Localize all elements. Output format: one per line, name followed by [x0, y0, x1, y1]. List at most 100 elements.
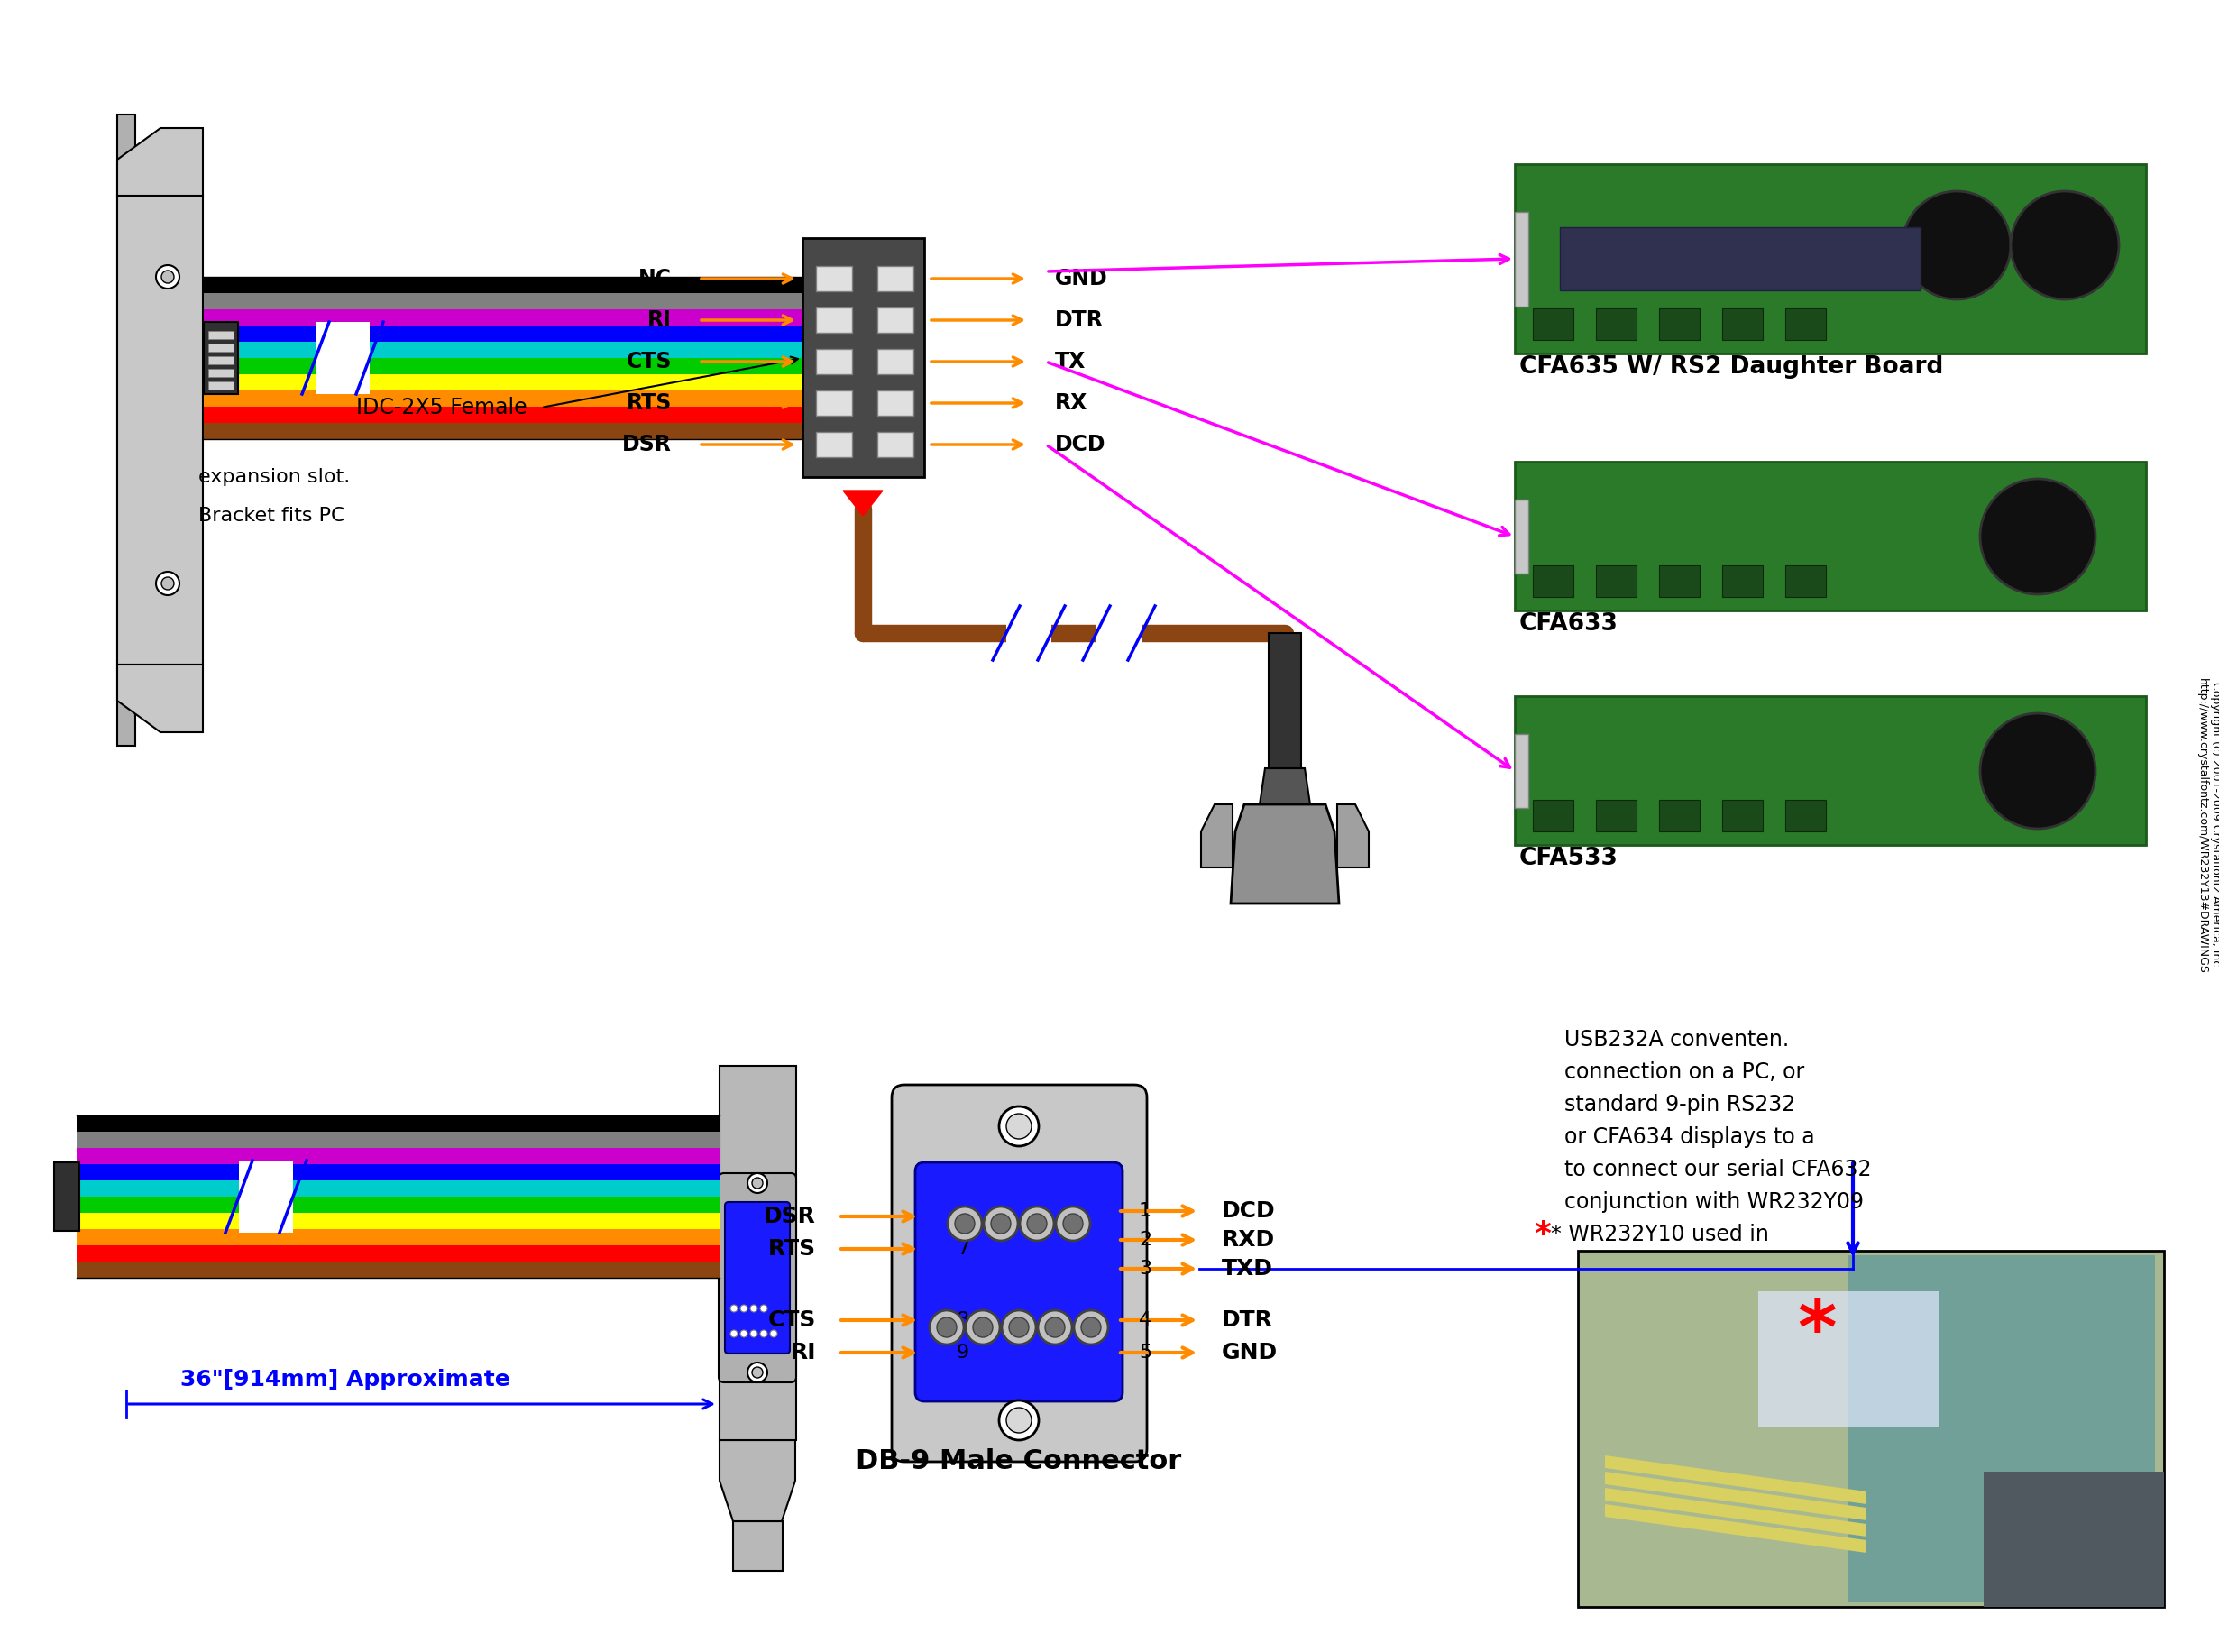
- Polygon shape: [843, 491, 883, 515]
- Text: RTS: RTS: [768, 1237, 817, 1260]
- Circle shape: [1979, 714, 2095, 829]
- Bar: [78, 1229, 719, 1246]
- Bar: [1516, 695, 2146, 844]
- Circle shape: [761, 1305, 768, 1312]
- Circle shape: [155, 572, 180, 595]
- Text: DB-9 Male Connector: DB-9 Male Connector: [857, 1449, 1183, 1474]
- Text: GND: GND: [1223, 1341, 1278, 1363]
- Bar: [1786, 800, 1826, 831]
- Text: NC: NC: [639, 268, 672, 289]
- Circle shape: [752, 1368, 763, 1378]
- Bar: [78, 1181, 719, 1196]
- Bar: [204, 358, 803, 375]
- Bar: [817, 349, 852, 375]
- Text: CFA635 W/ RS2 Daughter Board: CFA635 W/ RS2 Daughter Board: [1520, 355, 1944, 378]
- Bar: [204, 292, 803, 309]
- Text: DSR: DSR: [621, 434, 672, 456]
- Bar: [204, 342, 803, 358]
- Bar: [78, 1246, 719, 1262]
- Bar: [1516, 211, 1529, 307]
- Bar: [1786, 565, 1826, 596]
- Circle shape: [983, 1206, 1019, 1241]
- Bar: [1533, 565, 1573, 596]
- Text: CTS: CTS: [626, 350, 672, 372]
- Text: 7: 7: [956, 1241, 970, 1257]
- Bar: [204, 375, 803, 390]
- Bar: [1722, 565, 1762, 596]
- Circle shape: [1038, 1310, 1072, 1345]
- Text: DCD: DCD: [1223, 1201, 1276, 1222]
- Polygon shape: [315, 322, 371, 395]
- Bar: [1516, 499, 1529, 573]
- Bar: [1722, 309, 1762, 340]
- Circle shape: [2010, 192, 2119, 299]
- Circle shape: [954, 1214, 974, 1234]
- Text: 4: 4: [1138, 1312, 1152, 1330]
- Circle shape: [162, 577, 173, 590]
- Circle shape: [748, 1363, 768, 1383]
- Circle shape: [1005, 1408, 1032, 1432]
- Text: 3: 3: [1138, 1260, 1152, 1277]
- Circle shape: [1021, 1206, 1054, 1241]
- Text: RI: RI: [648, 309, 672, 330]
- Bar: [209, 357, 233, 365]
- Text: 6: 6: [956, 1208, 970, 1226]
- Text: standard 9-pin RS232: standard 9-pin RS232: [1551, 1094, 1795, 1115]
- Circle shape: [1027, 1214, 1047, 1234]
- Bar: [204, 390, 803, 406]
- Bar: [78, 1115, 719, 1132]
- Text: 2: 2: [1138, 1231, 1152, 1249]
- Bar: [204, 278, 803, 292]
- FancyBboxPatch shape: [892, 1085, 1147, 1462]
- Bar: [1722, 800, 1762, 831]
- Text: CFA633: CFA633: [1520, 613, 1618, 636]
- Text: DSR: DSR: [763, 1206, 817, 1227]
- Bar: [1516, 733, 1529, 808]
- Bar: [78, 1262, 719, 1277]
- Polygon shape: [118, 664, 202, 732]
- Bar: [877, 307, 914, 332]
- Text: Bracket fits PC: Bracket fits PC: [197, 507, 344, 525]
- Text: DTR: DTR: [1054, 309, 1103, 330]
- Text: to connect our serial CFA632: to connect our serial CFA632: [1551, 1158, 1871, 1181]
- Circle shape: [761, 1330, 768, 1336]
- Circle shape: [965, 1310, 1001, 1345]
- Circle shape: [741, 1305, 748, 1312]
- Text: 9: 9: [956, 1343, 970, 1361]
- Text: or CFA634 displays to a: or CFA634 displays to a: [1551, 1127, 1815, 1148]
- Text: RTS: RTS: [626, 392, 672, 415]
- Circle shape: [748, 1173, 768, 1193]
- Polygon shape: [1232, 805, 1338, 904]
- Polygon shape: [1260, 768, 1309, 805]
- Bar: [204, 406, 803, 423]
- Bar: [1516, 461, 2146, 611]
- Text: RXD: RXD: [1223, 1229, 1276, 1251]
- Bar: [78, 1132, 719, 1148]
- Bar: [78, 1196, 719, 1213]
- Bar: [877, 390, 914, 416]
- Bar: [1595, 800, 1638, 831]
- Bar: [803, 238, 923, 477]
- Bar: [1595, 565, 1638, 596]
- Text: conjunction with WR232Y09: conjunction with WR232Y09: [1551, 1191, 1864, 1213]
- Circle shape: [730, 1305, 737, 1312]
- Circle shape: [1979, 479, 2095, 595]
- Circle shape: [1063, 1214, 1083, 1234]
- Circle shape: [155, 264, 180, 289]
- Text: DCD: DCD: [1054, 434, 1105, 456]
- Bar: [1757, 1292, 1939, 1427]
- Bar: [1533, 800, 1573, 831]
- Bar: [78, 1165, 719, 1181]
- Text: CTS: CTS: [768, 1310, 817, 1332]
- Circle shape: [770, 1330, 777, 1336]
- Bar: [204, 309, 803, 325]
- FancyBboxPatch shape: [914, 1163, 1123, 1401]
- Circle shape: [1081, 1317, 1101, 1336]
- Text: *: *: [1797, 1295, 1837, 1368]
- Bar: [1595, 309, 1638, 340]
- Text: 8: 8: [956, 1312, 970, 1330]
- Circle shape: [930, 1310, 963, 1345]
- Circle shape: [1045, 1317, 1065, 1336]
- Circle shape: [999, 1401, 1038, 1441]
- Circle shape: [752, 1178, 763, 1188]
